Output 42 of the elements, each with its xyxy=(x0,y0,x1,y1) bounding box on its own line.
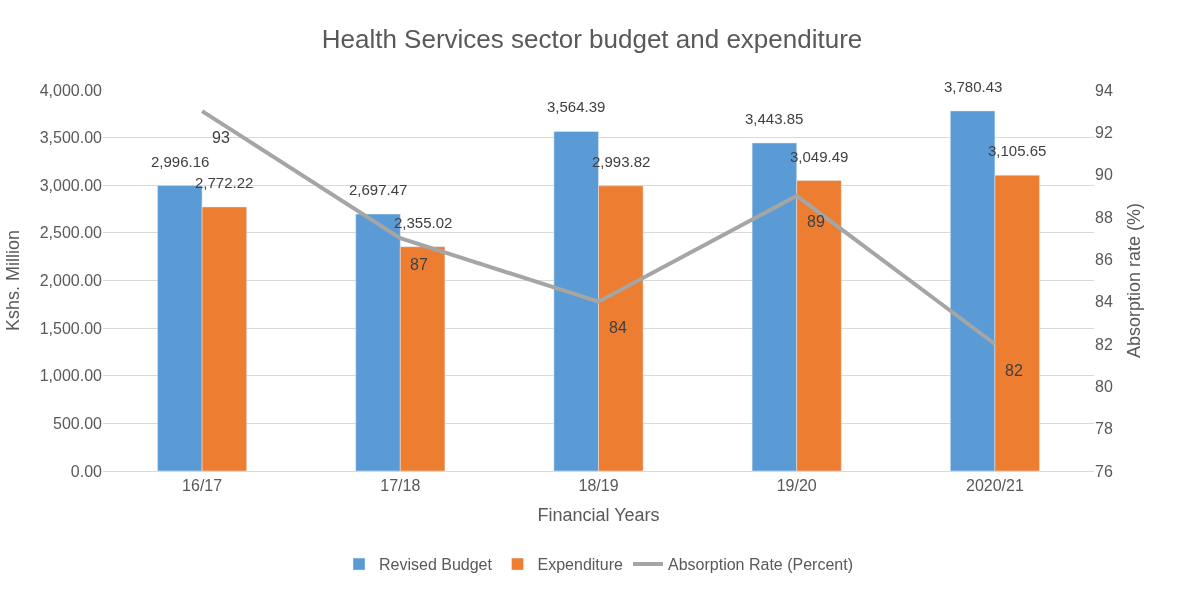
data-label: 3,564.39 xyxy=(547,98,606,115)
data-label: 87 xyxy=(410,256,428,273)
legend-label: Revised Budget xyxy=(379,556,493,574)
y2-tick-label: 86 xyxy=(1095,250,1113,268)
y2-tick-label: 90 xyxy=(1095,166,1113,184)
y-tick-label: 2,000.00 xyxy=(39,272,103,290)
y-axis-title: Kshs. Million xyxy=(2,229,23,332)
y2-tick-label: 84 xyxy=(1095,293,1113,311)
data-label: 2,996.16 xyxy=(151,153,210,170)
y2-tick-label: 88 xyxy=(1095,208,1113,226)
data-label: 82 xyxy=(1005,362,1023,379)
x-tick-label: 17/18 xyxy=(380,477,421,495)
y-tick-label: 2,500.00 xyxy=(39,224,103,242)
y-tick-label: 4,000.00 xyxy=(39,81,103,99)
data-label: 93 xyxy=(212,129,230,146)
x-axis-title: Financial Years xyxy=(537,505,660,526)
data-label: 3,443.85 xyxy=(745,110,804,127)
x-tick-label: 18/19 xyxy=(578,477,619,495)
x-tick-label: 16/17 xyxy=(182,477,223,495)
legend-label: Absorption Rate (Percent) xyxy=(668,556,853,574)
y-tick-label: 3,000.00 xyxy=(39,176,103,194)
y-tick-label: 500.00 xyxy=(53,414,103,432)
y2-tick-label: 94 xyxy=(1095,81,1113,99)
y2-tick-label: 80 xyxy=(1095,377,1113,395)
data-label: 3,780.43 xyxy=(944,78,1003,95)
data-label: 89 xyxy=(807,213,825,230)
y2-tick-label: 82 xyxy=(1095,335,1113,353)
y-tick-label: 1,500.00 xyxy=(39,319,103,337)
x-tick-label: 19/20 xyxy=(776,477,817,495)
y2-tick-label: 76 xyxy=(1095,462,1113,480)
chart-title: Health Services sector budget and expenditure xyxy=(321,23,863,54)
data-label: 2,697.47 xyxy=(349,181,408,198)
data-label: 84 xyxy=(609,319,627,336)
y-tick-label: 0.00 xyxy=(70,462,103,480)
y-tick-label: 3,500.00 xyxy=(39,129,103,147)
y-tick-label: 1,000.00 xyxy=(39,367,103,385)
y2-tick-label: 78 xyxy=(1095,420,1113,438)
x-tick-label: 2020/21 xyxy=(965,477,1024,495)
y2-axis-title: Absorption rate (%) xyxy=(1124,202,1144,359)
y2-tick-label: 92 xyxy=(1095,123,1113,141)
data-label: 2,772.22 xyxy=(195,174,254,191)
legend-label: Expenditure xyxy=(537,556,624,574)
